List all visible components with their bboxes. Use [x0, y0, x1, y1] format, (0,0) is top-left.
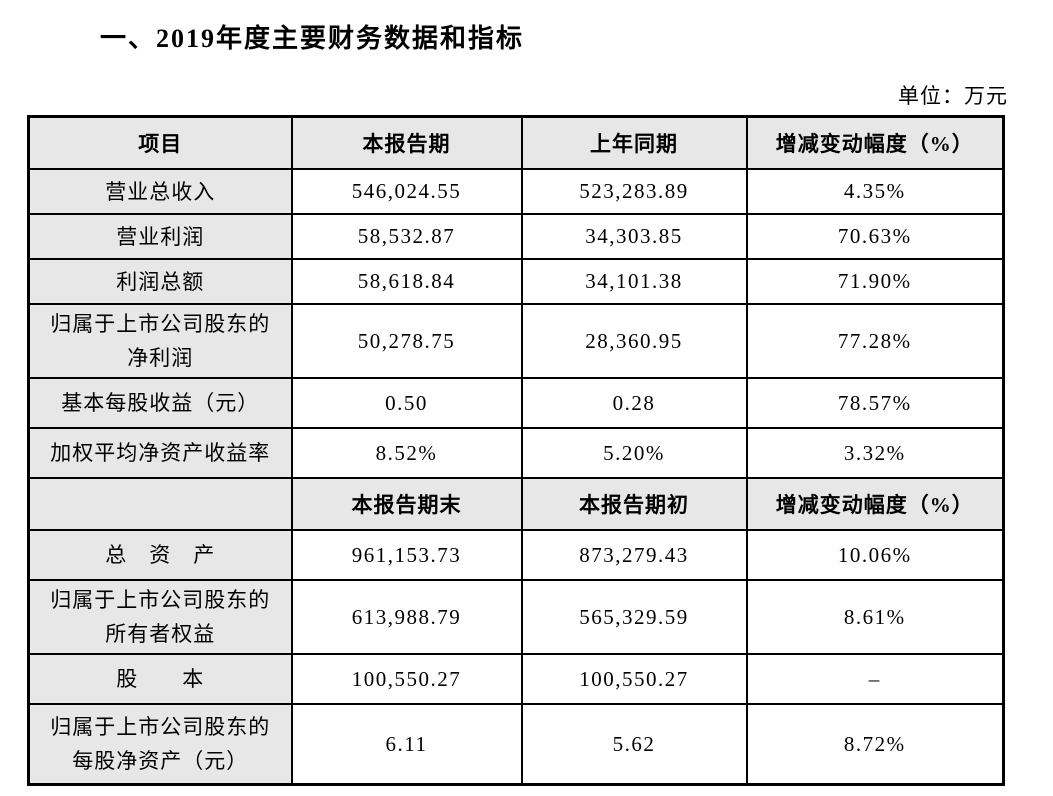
change-pct-cell: 3.32% [745, 427, 1005, 479]
prior-period-cell: 28,360.95 [520, 303, 748, 379]
change-pct-cell: 77.28% [745, 303, 1005, 379]
col-header-change-pct: 增减变动幅度（%） [745, 477, 1005, 531]
current-period-cell: 546,024.55 [290, 168, 523, 215]
row-label-cell: 总 资 产 [27, 529, 293, 581]
prior-period-cell: 34,101.38 [520, 258, 748, 305]
table-row-total-profit: 利润总额 58,618.84 34,101.38 71.90% [27, 258, 1005, 305]
row-label-cell: 营业总收入 [27, 168, 293, 215]
table-row-total-revenue: 营业总收入 546,024.55 523,283.89 4.35% [27, 168, 1005, 215]
table-header-row-period-end: 本报告期末 本报告期初 增减变动幅度（%） [27, 477, 1005, 531]
current-period-cell: 50,278.75 [290, 303, 523, 379]
period-begin-cell: 100,550.27 [520, 653, 748, 705]
prior-period-cell: 5.20% [520, 427, 748, 479]
row-label-cell: 基本每股收益（元） [27, 377, 293, 429]
table-row-owners-equity-attributable: 归属于上市公司股东的 所有者权益 613,988.79 565,329.59 8… [27, 579, 1005, 655]
row-label-cell: 归属于上市公司股东的 每股净资产（元） [27, 703, 293, 786]
table-row-basic-eps: 基本每股收益（元） 0.50 0.28 78.57% [27, 377, 1005, 429]
current-period-cell: 8.52% [290, 427, 523, 479]
col-header-prior-period: 上年同期 [520, 115, 748, 170]
prior-period-cell: 0.28 [520, 377, 748, 429]
change-pct-cell: 8.72% [745, 703, 1005, 786]
change-pct-cell: 8.61% [745, 579, 1005, 655]
row-label-cell: 归属于上市公司股东的 净利润 [27, 303, 293, 379]
unit-label: 单位：万元 [898, 84, 1008, 108]
section-heading: 一、2019年度主要财务数据和指标 [100, 24, 525, 53]
change-pct-cell: 70.63% [745, 213, 1005, 260]
col-header-blank [27, 477, 293, 531]
period-begin-cell: 873,279.43 [520, 529, 748, 581]
change-pct-cell: 4.35% [745, 168, 1005, 215]
prior-period-cell: 523,283.89 [520, 168, 748, 215]
change-pct-cell: 10.06% [745, 529, 1005, 581]
financial-indicators-table: 项目 本报告期 上年同期 增减变动幅度（%） 营业总收入 546,024.55 … [27, 115, 1005, 786]
row-label-cell: 营业利润 [27, 213, 293, 260]
table-row-net-assets-per-share: 归属于上市公司股东的 每股净资产（元） 6.11 5.62 8.72% [27, 703, 1005, 786]
table-row-net-profit-attributable: 归属于上市公司股东的 净利润 50,278.75 28,360.95 77.28… [27, 303, 1005, 379]
change-pct-cell: – [745, 653, 1005, 705]
period-end-cell: 961,153.73 [290, 529, 523, 581]
current-period-cell: 58,532.87 [290, 213, 523, 260]
table-row-share-capital: 股 本 100,550.27 100,550.27 – [27, 653, 1005, 705]
change-pct-cell: 78.57% [745, 377, 1005, 429]
prior-period-cell: 34,303.85 [520, 213, 748, 260]
period-begin-cell: 5.62 [520, 703, 748, 786]
col-header-period-begin: 本报告期初 [520, 477, 748, 531]
col-header-change-pct: 增减变动幅度（%） [745, 115, 1005, 170]
table-row-total-assets: 总 资 产 961,153.73 873,279.43 10.06% [27, 529, 1005, 581]
col-header-item: 项目 [27, 115, 293, 170]
period-begin-cell: 565,329.59 [520, 579, 748, 655]
row-label-cell: 股 本 [27, 653, 293, 705]
current-period-cell: 0.50 [290, 377, 523, 429]
table-row-weighted-avg-roe: 加权平均净资产收益率 8.52% 5.20% 3.32% [27, 427, 1005, 479]
table-header-row-period: 项目 本报告期 上年同期 增减变动幅度（%） [27, 115, 1005, 170]
change-pct-cell: 71.90% [745, 258, 1005, 305]
col-header-current-period: 本报告期 [290, 115, 523, 170]
col-header-period-end: 本报告期末 [290, 477, 523, 531]
period-end-cell: 100,550.27 [290, 653, 523, 705]
current-period-cell: 58,618.84 [290, 258, 523, 305]
row-label-cell: 归属于上市公司股东的 所有者权益 [27, 579, 293, 655]
row-label-cell: 加权平均净资产收益率 [27, 427, 293, 479]
row-label-cell: 利润总额 [27, 258, 293, 305]
period-end-cell: 6.11 [290, 703, 523, 786]
table-row-operating-profit: 营业利润 58,532.87 34,303.85 70.63% [27, 213, 1005, 260]
period-end-cell: 613,988.79 [290, 579, 523, 655]
